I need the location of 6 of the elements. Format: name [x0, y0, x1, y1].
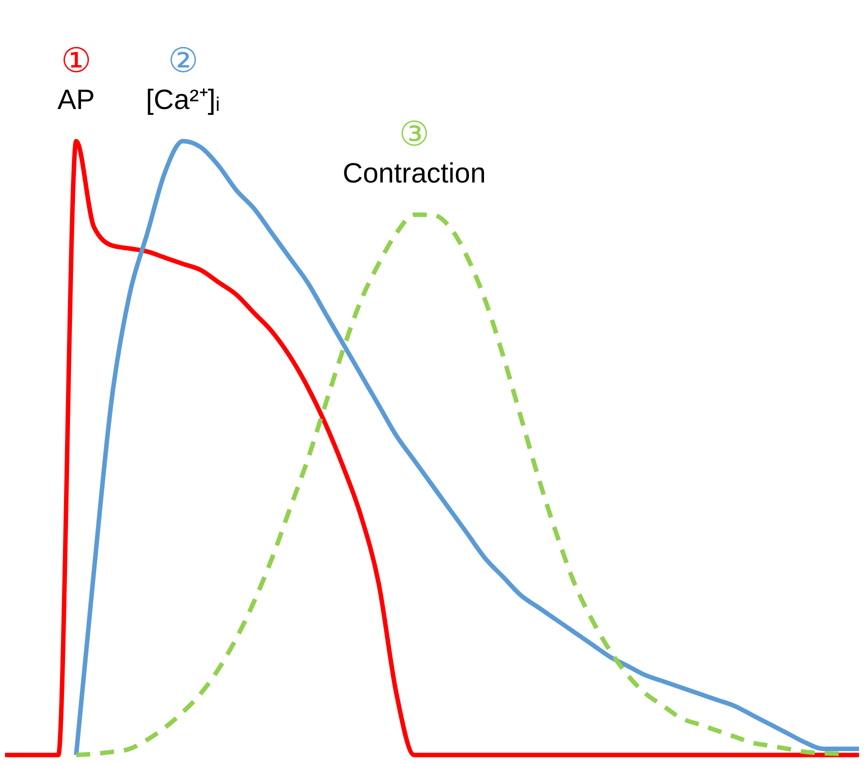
- series-label: AP: [57, 84, 95, 116]
- text: ②: [168, 42, 198, 80]
- annotation: ③: [399, 116, 430, 154]
- series-label: Contraction: [342, 158, 486, 189]
- text: ①: [61, 42, 92, 80]
- series-label: [Ca²⁺]ᵢ: [146, 84, 220, 116]
